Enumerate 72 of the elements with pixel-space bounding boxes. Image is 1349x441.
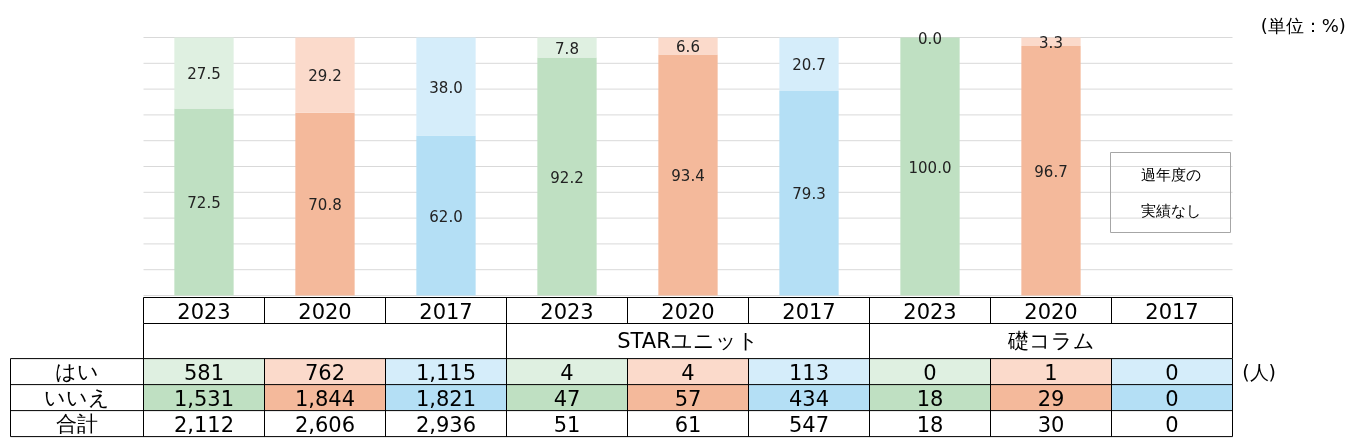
bar (295, 112, 355, 296)
data-label: 762 (304, 360, 346, 385)
data-label: 3.3 (1039, 33, 1063, 52)
bar (416, 37, 476, 136)
data-label: 1 (1044, 360, 1058, 385)
text: 過年度の実績なし (1140, 165, 1201, 220)
data-label: 20.7 (792, 56, 826, 75)
data-label: 547 (788, 412, 830, 437)
data-label: 0 (1165, 386, 1179, 411)
data-label: 70.8 (308, 196, 342, 215)
data-label: 27.5 (187, 64, 221, 83)
data-label: 0.0 (918, 29, 942, 48)
bar (537, 57, 597, 296)
data-label: 1,531 (173, 386, 235, 411)
data-label: 1,821 (415, 386, 477, 411)
bar (416, 135, 476, 296)
data-label: 18 (916, 386, 944, 411)
x-tick-label: 2023 (903, 299, 957, 324)
data-label: 72.5 (187, 193, 221, 212)
data-label: 38.0 (429, 78, 463, 97)
text: (単位：%) (1260, 15, 1346, 36)
x-tick-label: 2017 (419, 299, 473, 324)
data-label: 29 (1037, 386, 1065, 411)
data-label: 0 (1165, 360, 1179, 385)
y-tick-label: いいえ (44, 385, 110, 410)
x-tick-label: 2017 (782, 299, 836, 324)
bar (174, 108, 234, 296)
x-tick-label: 2020 (661, 299, 715, 324)
data-label: 7.8 (555, 39, 579, 58)
text: (人) (1242, 360, 1277, 383)
data-label: 51 (553, 412, 581, 437)
x-tick-label: 2020 (1024, 299, 1078, 324)
data-label: 100.0 (908, 158, 952, 177)
data-label: 96.7 (1034, 162, 1068, 181)
data-label: 2,936 (415, 412, 477, 437)
data-label: 57 (674, 386, 702, 411)
x-tick-label: 2023 (540, 299, 594, 324)
data-label: 2,112 (173, 412, 235, 437)
x-tick-label: 2023 (177, 299, 231, 324)
data-label: 2,606 (294, 412, 356, 437)
y-tick-label: はい (55, 359, 99, 384)
data-label: 29.2 (308, 67, 342, 86)
data-label: 1,844 (294, 386, 356, 411)
data-label: 1,115 (415, 360, 477, 385)
data-label: 47 (553, 386, 581, 411)
data-label: 92.2 (550, 168, 584, 187)
bar (779, 90, 839, 296)
data-label: 113 (788, 360, 830, 385)
text: STARユニット (617, 329, 759, 354)
bar (1021, 46, 1081, 296)
data-label: 434 (788, 386, 830, 411)
x-tick-label: 2020 (298, 299, 352, 324)
bar (537, 37, 597, 58)
data-label: 61 (674, 412, 702, 437)
data-label: 4 (681, 360, 695, 385)
data-label: 581 (183, 360, 225, 385)
data-label: 18 (916, 412, 944, 437)
bar (295, 37, 355, 113)
data-label: 0 (923, 360, 937, 385)
data-label: 79.3 (792, 185, 826, 204)
bar (779, 37, 839, 91)
text: 礎コラム (1006, 329, 1095, 354)
data-label: 30 (1037, 412, 1065, 437)
data-label: 6.6 (676, 38, 700, 57)
y-tick-label: 合計 (56, 411, 98, 436)
bar (174, 37, 234, 109)
data-label: 62.0 (429, 207, 463, 226)
data-label: 93.4 (671, 167, 705, 186)
x-tick-label: 2017 (1145, 299, 1199, 324)
data-label: 0 (1165, 412, 1179, 437)
bar (658, 54, 718, 296)
data-label: 4 (560, 360, 574, 385)
